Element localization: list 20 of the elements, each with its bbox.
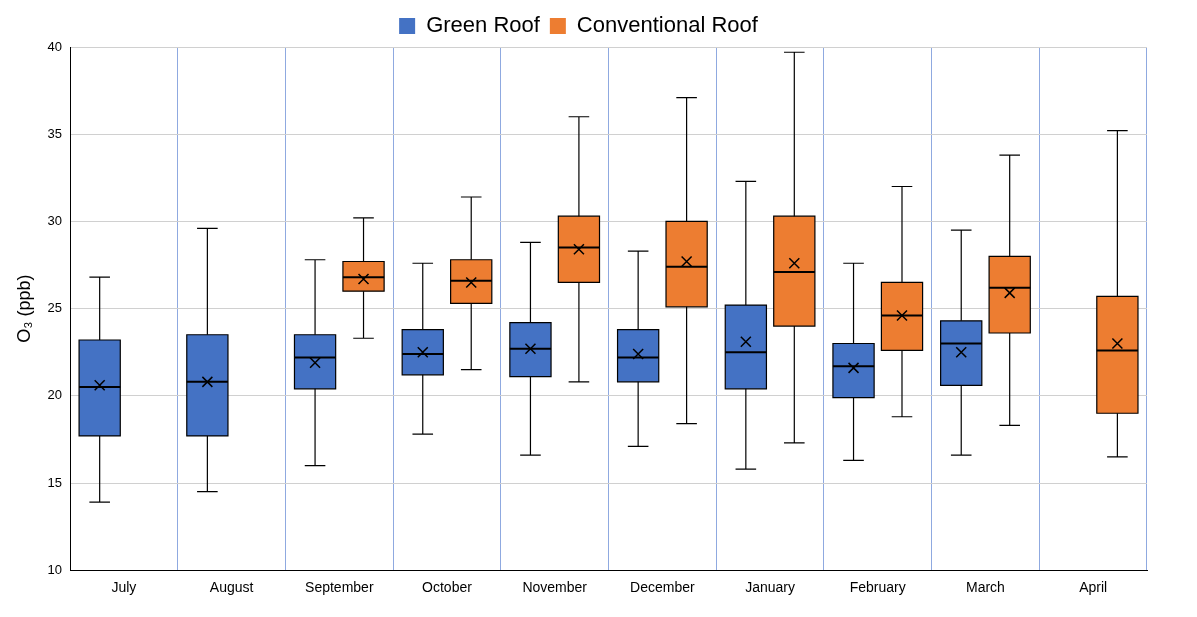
y-tick-label: 15 — [47, 474, 63, 490]
y-tick-label: 30 — [47, 212, 63, 228]
y-tick-label: 40 — [47, 38, 63, 54]
x-tick-label: September — [305, 579, 374, 596]
x-tick-label: August — [209, 579, 254, 596]
x-tick-label: April — [1079, 579, 1108, 596]
x-tick-label: October — [422, 579, 473, 596]
x-tick-label: January — [745, 579, 795, 596]
legend-label: Conventional Roof — [576, 12, 759, 38]
x-tick-label: March — [966, 579, 1005, 596]
y-tick-label: 35 — [47, 125, 63, 141]
x-tick-label: November — [522, 579, 588, 596]
x-tick-label: December — [630, 579, 695, 596]
x-tick-label: July — [111, 579, 137, 596]
x-tick-label: February — [849, 579, 906, 596]
y-tick-label: 10 — [47, 561, 63, 577]
y-tick-label: 20 — [47, 387, 63, 403]
y-tick-label: 25 — [47, 300, 63, 316]
legend-label: Green Roof — [426, 12, 541, 38]
y-axis-title: O₃ (ppb) — [13, 274, 34, 343]
